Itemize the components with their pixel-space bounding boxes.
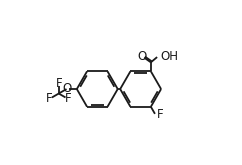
Text: F: F [46,92,53,105]
Text: F: F [55,77,62,90]
Text: OH: OH [160,50,179,63]
Text: O: O [62,82,71,95]
Text: F: F [65,92,71,105]
Text: O: O [137,50,146,63]
Text: F: F [157,108,164,121]
